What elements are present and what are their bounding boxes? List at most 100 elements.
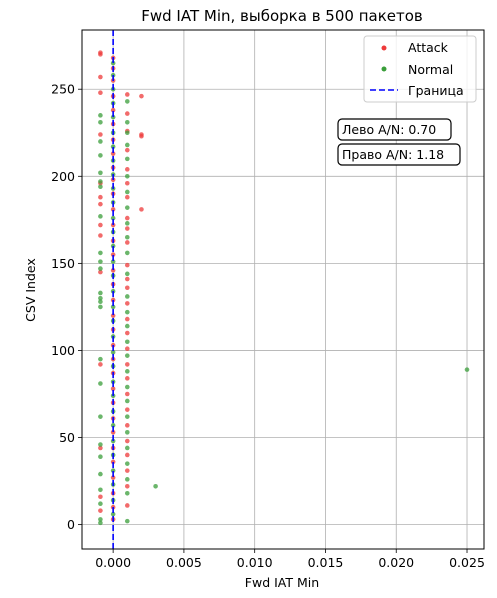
normal-point: [124, 445, 130, 451]
attack-point: [124, 92, 130, 97]
normal-point: [98, 501, 103, 507]
normal-point: [124, 518, 130, 524]
attack-point: [124, 147, 130, 153]
legend-boundary-label: Граница: [408, 83, 464, 98]
x-tick-label: 0.010: [237, 555, 273, 570]
attack-point: [110, 386, 116, 392]
y-axis-ticks: 0 50 100 150 200 250: [51, 82, 82, 532]
annotation-left: Лево A/N: 0.70: [337, 118, 452, 141]
chart-title: Fwd IAT Min, выборка в 500 пакетов: [141, 7, 423, 25]
attack-point: [124, 376, 130, 381]
x-tick-label: 0.020: [378, 555, 414, 570]
attack-point: [110, 268, 116, 273]
y-tick-label: 200: [51, 169, 75, 184]
normal-point: [98, 214, 103, 219]
normal-point: [110, 259, 116, 264]
normal-point: [110, 423, 116, 428]
normal-point: [124, 120, 130, 125]
normal-point: [98, 120, 103, 125]
attack-point: [124, 167, 130, 172]
y-tick-label: 250: [51, 82, 75, 97]
attack-point: [98, 201, 103, 207]
attack-point: [124, 503, 130, 508]
legend-attack-marker: [381, 45, 387, 51]
normal-point: [98, 139, 103, 144]
attack-point: [124, 484, 130, 489]
attack-point: [124, 215, 130, 221]
annotation-left-box: [337, 118, 452, 141]
attack-point: [98, 194, 103, 200]
attack-point: [98, 445, 103, 451]
normal-point: [124, 323, 130, 329]
x-tick-label: 0.005: [166, 555, 202, 570]
y-tick-label: 50: [59, 430, 75, 445]
normal-point: [124, 309, 130, 315]
attack-point: [98, 52, 103, 57]
attack-point: [110, 151, 116, 156]
attack-point: [124, 301, 130, 306]
x-axis-ticks: 0.000 0.005 0.010 0.015 0.020 0.025: [95, 549, 485, 570]
attack-point: [110, 459, 116, 465]
normal-point: [124, 369, 130, 374]
data-points: [98, 50, 470, 526]
normal-point: [124, 205, 130, 210]
normal-point: [124, 339, 130, 345]
normal-point: [98, 290, 103, 296]
normal-point: [110, 468, 116, 473]
normal-point: [124, 414, 130, 419]
normal-point: [124, 384, 130, 390]
normal-point: [464, 367, 470, 372]
normal-point: [124, 490, 130, 496]
normal-point: [124, 398, 130, 404]
normal-point: [124, 250, 130, 256]
normal-point: [110, 144, 116, 149]
x-tick-label: 0.015: [308, 555, 344, 570]
attack-point: [124, 362, 130, 367]
normal-point: [124, 294, 130, 299]
attack-point: [124, 180, 130, 186]
attack-point: [124, 468, 130, 473]
normal-point: [124, 99, 130, 104]
normal-point: [98, 356, 103, 362]
normal-point: [98, 266, 103, 271]
attack-point: [139, 93, 144, 99]
normal-point: [98, 153, 103, 158]
legend-attack-label: Attack: [408, 40, 449, 55]
y-tick-label: 100: [51, 343, 75, 358]
normal-point: [98, 442, 103, 447]
normal-point: [98, 170, 103, 176]
annotation-right-box: [337, 143, 461, 166]
normal-point: [124, 271, 130, 277]
normal-point: [98, 304, 103, 310]
attack-point: [124, 346, 130, 352]
grid-lines: [82, 30, 484, 549]
legend-normal-label: Normal: [408, 62, 453, 77]
normal-point: [110, 60, 116, 66]
normal-point: [98, 113, 103, 118]
attack-point: [124, 438, 130, 444]
plot-frame: [81, 29, 485, 550]
normal-point: [98, 259, 103, 264]
normal-point: [98, 184, 103, 190]
attack-point: [124, 226, 130, 231]
normal-point: [98, 381, 103, 386]
attack-point: [98, 74, 103, 80]
attack-point: [124, 276, 130, 282]
attack-point: [110, 475, 116, 480]
normal-point: [124, 189, 130, 195]
attack-point: [124, 452, 130, 458]
attack-point: [98, 362, 103, 367]
normal-point: [98, 295, 103, 301]
attack-point: [98, 233, 103, 238]
attack-point: [110, 222, 116, 228]
normal-point: [124, 461, 130, 466]
normal-point: [124, 430, 130, 435]
attack-point: [110, 297, 116, 303]
normal-point: [98, 250, 103, 256]
normal-point: [98, 517, 103, 522]
legend-box: [363, 35, 477, 103]
y-tick-label: 150: [51, 256, 75, 271]
normal-point: [124, 173, 130, 179]
normal-point: [110, 215, 116, 221]
